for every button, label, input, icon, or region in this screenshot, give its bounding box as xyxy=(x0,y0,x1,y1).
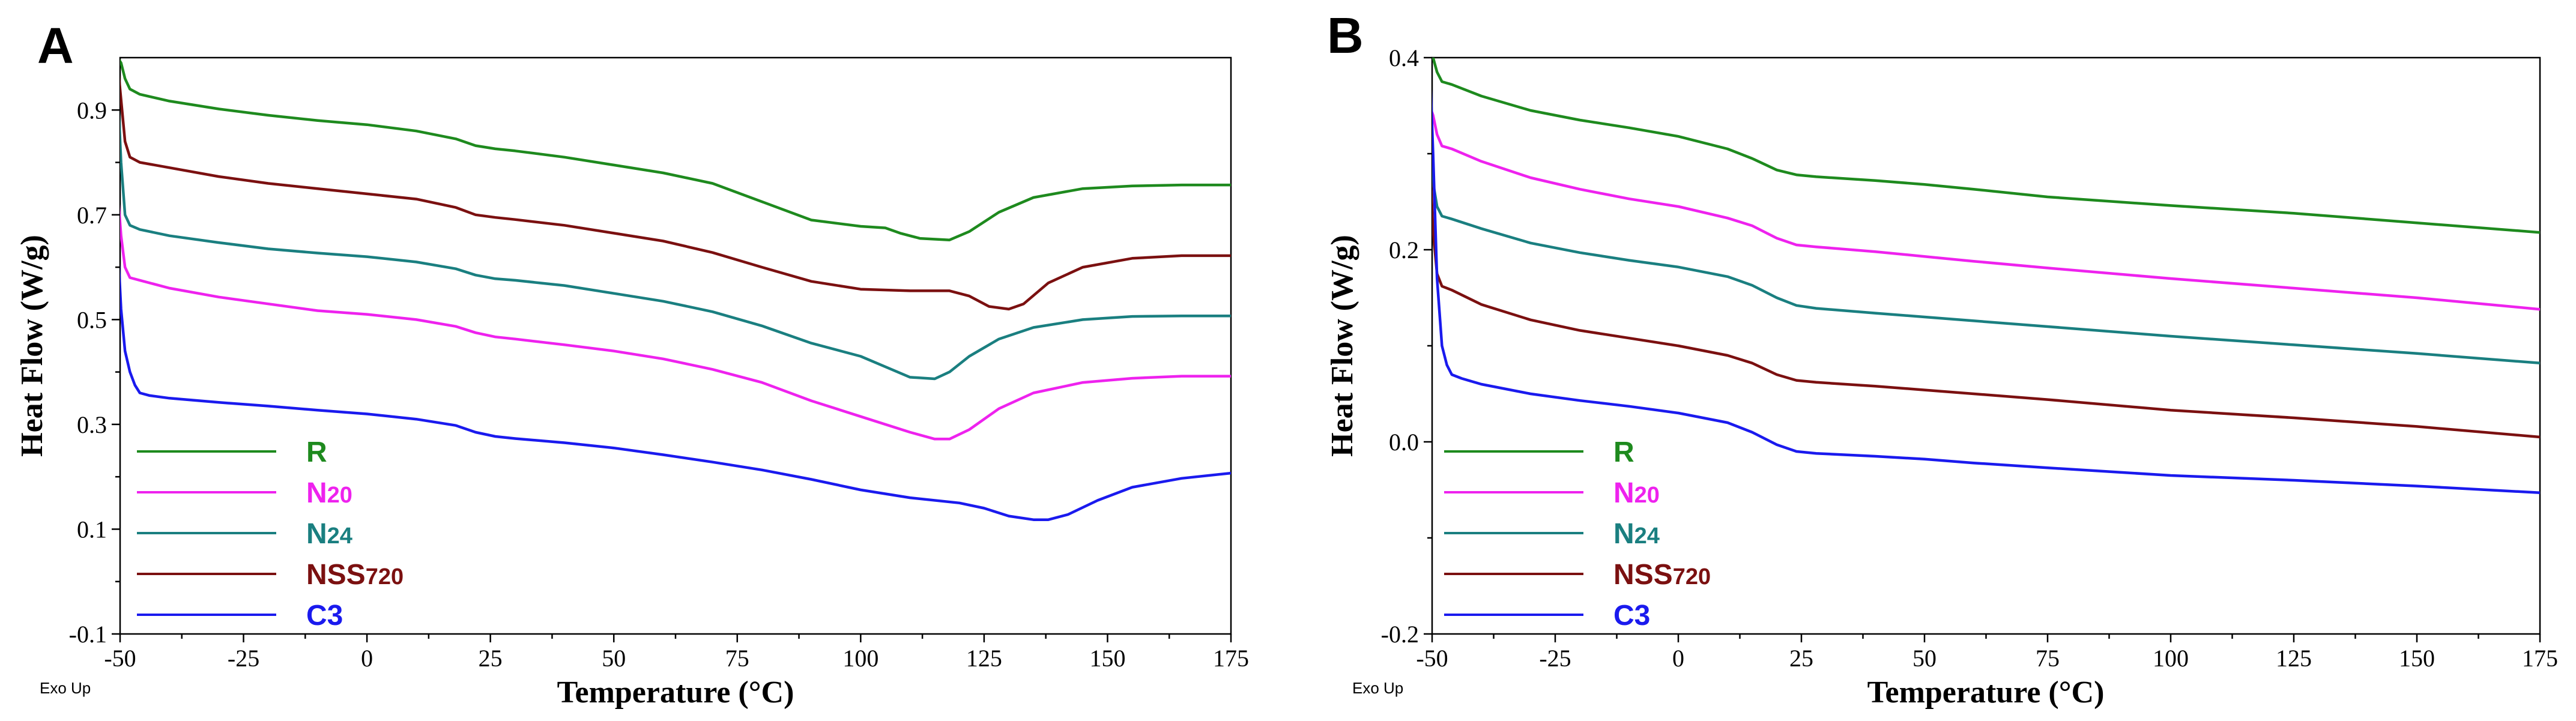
series-line-n20-a xyxy=(120,204,1231,441)
series-line-r-b xyxy=(1432,58,2540,234)
x-tick-label-b: 150 xyxy=(2399,645,2435,672)
y-axis-title-b: Heat Flow (W/g) xyxy=(1325,235,1359,457)
x-tick-label-a: 50 xyxy=(602,645,626,672)
x-tick-label-b: 50 xyxy=(1912,645,1937,672)
legend-label-r: R xyxy=(1613,436,1634,468)
legend-item-r-b: R xyxy=(1444,436,1634,468)
x-tick-label-a: 125 xyxy=(966,645,1002,672)
y-axis-ticks-b: -0.2 0.0 0.2 0.4 xyxy=(1381,44,1432,648)
chart-panel-a: A -50 -25 0 25 50 75 100 125 150 175 -0.1 0.1 0.3 0.… xyxy=(15,17,1249,710)
x-tick-label-b: 175 xyxy=(2522,645,2558,672)
series-line-nss720-a xyxy=(120,74,1231,311)
legend-label-main: N xyxy=(1613,477,1634,509)
legend-item-c3-a: C3 xyxy=(137,600,343,632)
y-tick-label-a: 0.7 xyxy=(77,202,107,229)
y-tick-label-b: -0.2 xyxy=(1381,621,1419,648)
x-tick-label-a: 0 xyxy=(361,645,373,672)
legend-label-nss720: NSS720 xyxy=(306,559,404,591)
chart-panel-b: B -50 -25 0 25 50 75 100 125 150 175 -0.2 0.0 0.2 0.… xyxy=(1325,7,2558,710)
x-tick-label-a: -50 xyxy=(104,645,136,672)
legend-label-nss720: NSS720 xyxy=(1613,559,1711,591)
y-tick-label-b: 0.4 xyxy=(1389,44,1419,71)
legend-label-main: NSS xyxy=(1613,559,1673,591)
exo-up-note-b: Exo Up xyxy=(1352,679,1403,697)
legend-label-subscript: 20 xyxy=(327,483,352,508)
legend-label-n20: N20 xyxy=(306,477,352,509)
legend-label-main: N xyxy=(306,518,327,550)
legend-label-main: NSS xyxy=(306,559,366,591)
legend-label-main: C3 xyxy=(1613,600,1650,632)
y-tick-label-a: 0.9 xyxy=(77,97,107,124)
exo-up-note-a: Exo Up xyxy=(40,679,91,697)
series-group-b xyxy=(1432,58,2540,495)
panel-label-a: A xyxy=(37,17,74,74)
legend-item-n20-b: N20 xyxy=(1444,477,1660,509)
legend-label-c3: C3 xyxy=(1613,600,1650,632)
series-line-n20-b xyxy=(1432,108,2540,311)
legend-item-n24-a: N24 xyxy=(137,518,352,550)
x-tick-label-b: 25 xyxy=(1789,645,1813,672)
x-axis-title-b: Temperature (°C) xyxy=(1867,675,2105,710)
legend-label-subscript: 720 xyxy=(1673,564,1711,590)
series-line-c3-b xyxy=(1432,88,2540,495)
series-line-nss720-b xyxy=(1432,178,2540,439)
x-axis-ticks-a: -50 -25 0 25 50 75 100 125 150 175 xyxy=(104,634,1249,672)
series-line-n24-a xyxy=(120,109,1231,381)
y-tick-label-a: 0.1 xyxy=(77,516,107,543)
legend-label-main: C3 xyxy=(306,600,343,632)
x-axis-ticks-b: -50 -25 0 25 50 75 100 125 150 175 xyxy=(1416,634,2558,672)
panel-label-b: B xyxy=(1327,7,1364,64)
y-tick-label-a: 0.3 xyxy=(77,411,107,438)
x-tick-label-a: 150 xyxy=(1089,645,1125,672)
legend-label-r: R xyxy=(306,436,327,468)
legend-item-c3-b: C3 xyxy=(1444,600,1650,632)
legend-label-n24: N24 xyxy=(1613,518,1660,550)
series-line-n24-b xyxy=(1432,149,2540,365)
x-tick-label-b: -50 xyxy=(1416,645,1448,672)
y-tick-label-b: 0.0 xyxy=(1389,429,1419,456)
x-tick-label-b: 125 xyxy=(2276,645,2312,672)
legend-label-subscript: 24 xyxy=(327,523,352,549)
legend-label-main: N xyxy=(1613,518,1634,550)
legend-label-n20: N20 xyxy=(1613,477,1660,509)
legend-label-subscript: 720 xyxy=(366,564,404,590)
x-tick-label-a: -25 xyxy=(228,645,259,672)
series-group-a xyxy=(120,59,1231,521)
x-tick-label-a: 175 xyxy=(1213,645,1249,672)
x-tick-label-a: 100 xyxy=(842,645,878,672)
series-line-r-a xyxy=(120,59,1231,241)
legend-item-nss720-b: NSS720 xyxy=(1444,559,1711,591)
x-tick-label-b: 0 xyxy=(1672,645,1684,672)
y-axis-ticks-a: -0.1 0.1 0.3 0.5 0.7 0.9 xyxy=(69,97,120,648)
legend-label-subscript: 24 xyxy=(1634,523,1660,549)
legend-item-n24-b: N24 xyxy=(1444,518,1660,550)
x-axis-title-a: Temperature (°C) xyxy=(557,675,794,710)
legend-item-n20-a: N20 xyxy=(137,477,352,509)
series-line-c3-a xyxy=(120,263,1231,521)
legend-label-n24: N24 xyxy=(306,518,352,550)
x-tick-label-a: 25 xyxy=(479,645,503,672)
legend-label-subscript: 20 xyxy=(1634,483,1660,508)
x-tick-label-b: -25 xyxy=(1539,645,1571,672)
y-tick-label-b: 0.2 xyxy=(1389,237,1419,264)
y-tick-label-a: -0.1 xyxy=(69,621,107,648)
y-tick-label-a: 0.5 xyxy=(77,306,107,333)
legend-item-r-a: R xyxy=(137,436,327,468)
legend-label-c3: C3 xyxy=(306,600,343,632)
y-axis-title-a: Heat Flow (W/g) xyxy=(15,235,49,457)
legend-label-main: N xyxy=(306,477,327,509)
legend-label-main: R xyxy=(306,436,327,468)
x-tick-label-b: 100 xyxy=(2153,645,2189,672)
x-tick-label-b: 75 xyxy=(2036,645,2060,672)
legend-label-main: R xyxy=(1613,436,1634,468)
legend-item-nss720-a: NSS720 xyxy=(137,559,404,591)
x-tick-label-a: 75 xyxy=(725,645,749,672)
